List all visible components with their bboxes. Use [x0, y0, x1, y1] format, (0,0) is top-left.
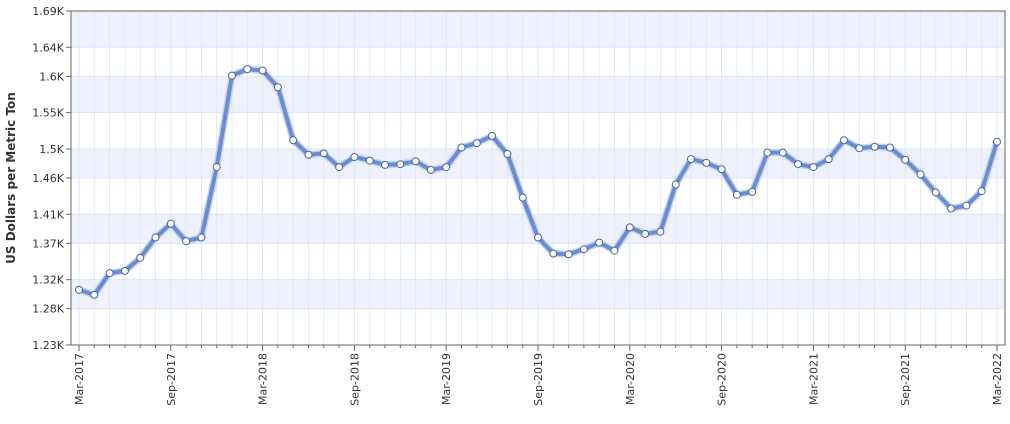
data-point: [549, 249, 558, 258]
data-point: [763, 148, 772, 157]
data-point: [75, 285, 83, 294]
y-tick-label: 1.5K: [39, 143, 64, 156]
data-point: [947, 204, 956, 213]
y-tick-label: 1.37K: [32, 237, 64, 250]
data-point: [855, 144, 864, 153]
x-tick-label: Mar-2020: [624, 353, 637, 405]
data-point: [182, 237, 191, 246]
data-point: [90, 290, 99, 299]
data-point: [411, 157, 420, 166]
data-point: [289, 136, 298, 145]
data-point: [564, 250, 573, 259]
data-point: [243, 65, 252, 74]
data-point: [488, 131, 497, 140]
x-tick-label: Mar-2022: [991, 353, 1004, 405]
data-point: [931, 188, 940, 197]
data-point: [916, 170, 925, 179]
data-point: [197, 233, 206, 242]
data-point: [962, 201, 971, 210]
data-point: [396, 160, 405, 169]
x-tick-label: Sep-2017: [165, 353, 178, 406]
x-tick-label: Mar-2021: [807, 353, 820, 405]
data-point: [503, 150, 512, 159]
data-point: [151, 233, 160, 242]
x-tick-label: Sep-2021: [899, 353, 912, 406]
x-tick-label: Mar-2019: [440, 353, 453, 405]
data-point: [258, 66, 267, 75]
y-tick-label: 1.23K: [32, 339, 64, 352]
y-tick-label: 1.55K: [32, 107, 64, 120]
y-tick-label: 1.69K: [32, 5, 64, 18]
y-tick-label: 1.6K: [39, 70, 64, 83]
data-point: [977, 187, 986, 196]
data-point: [166, 219, 175, 228]
data-point: [885, 143, 894, 152]
data-point: [641, 229, 650, 238]
data-point: [579, 245, 588, 254]
data-point: [732, 190, 741, 199]
data-point: [381, 160, 389, 169]
y-tick-label: 1.64K: [32, 41, 64, 54]
data-point: [335, 163, 344, 172]
data-point: [304, 150, 313, 159]
data-point: [870, 142, 879, 151]
data-point: [901, 155, 910, 164]
data-point: [319, 149, 328, 158]
x-axis-ticks: Mar-2017 Sep-2017 Mar-2018 Sep-2018 Mar-2019…: [73, 345, 1004, 406]
data-point: [350, 152, 359, 161]
data-point: [136, 253, 145, 262]
data-point: [717, 165, 726, 174]
x-tick-label: Sep-2018: [348, 353, 361, 406]
data-point: [105, 269, 114, 278]
x-tick-label: Sep-2020: [716, 353, 729, 406]
y-tick-label: 1.32K: [32, 274, 64, 287]
data-point: [671, 180, 680, 189]
data-point: [778, 148, 787, 157]
data-point: [840, 136, 848, 145]
y-tick-label: 1.28K: [32, 303, 64, 316]
data-point: [273, 83, 282, 92]
x-tick-label: Mar-2018: [257, 353, 270, 405]
y-axis-label: US Dollars per Metric Ton: [4, 92, 18, 264]
data-point: [472, 139, 481, 148]
y-tick-label: 1.41K: [32, 208, 64, 221]
data-point: [365, 156, 374, 165]
data-point: [595, 238, 604, 247]
data-point: [457, 143, 466, 152]
x-tick-label: Mar-2017: [73, 353, 86, 405]
data-point: [993, 137, 1001, 146]
data-point: [534, 233, 542, 242]
data-point: [702, 158, 711, 167]
data-point: [656, 227, 665, 236]
y-tick-label: 1.46K: [32, 172, 64, 185]
data-point: [426, 166, 435, 175]
y-axis-ticks: 1.23K 1.28K 1.32K 1.37K 1.41K 1.46K 1.5K 1.55K 1…: [32, 5, 71, 352]
x-tick-label: Sep-2019: [532, 353, 545, 406]
data-point: [794, 160, 803, 169]
data-point: [610, 246, 619, 255]
data-point: [212, 163, 221, 172]
data-point: [687, 155, 695, 164]
series-group: [75, 65, 1001, 299]
data-point: [120, 266, 129, 275]
data-point: [809, 163, 818, 172]
data-point: [625, 223, 634, 232]
data-point: [824, 155, 833, 164]
data-point: [518, 193, 527, 202]
data-point: [228, 71, 236, 80]
data-point: [442, 163, 451, 172]
data-point: [748, 187, 757, 196]
